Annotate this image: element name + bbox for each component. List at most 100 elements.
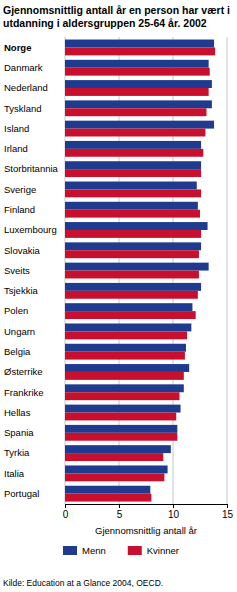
- category-label: Luxembourg: [4, 224, 57, 235]
- x-axis: 0 5 10 15: [63, 504, 234, 520]
- bar: [65, 323, 191, 331]
- category-label: Sverige: [4, 184, 36, 195]
- bar: [65, 352, 185, 360]
- bar: [65, 465, 168, 473]
- category-label: Tyskland: [4, 103, 42, 114]
- category-label: Ungarn: [4, 326, 35, 337]
- bar: [65, 68, 210, 76]
- category-label: Tsjekkia: [4, 285, 39, 296]
- category-label: Irland: [4, 143, 28, 154]
- bar: [65, 88, 209, 96]
- category-label: Belgia: [4, 346, 31, 357]
- category-label: Nederland: [4, 82, 48, 93]
- category-label: Frankrike: [4, 387, 44, 398]
- category-label: Østerrike: [4, 366, 43, 377]
- category-label: Polen: [4, 305, 28, 316]
- bar: [65, 291, 198, 299]
- bar: [65, 283, 201, 291]
- plot: Norge Danmark Nederland Tyskland Island Irlan…: [4, 37, 233, 520]
- bar: [65, 230, 201, 238]
- tick-mark: [65, 504, 66, 508]
- bar: [65, 473, 164, 481]
- bar: [65, 311, 196, 319]
- bar: [65, 149, 203, 157]
- bar: [65, 303, 192, 311]
- tick-label: 5: [117, 509, 123, 520]
- category-label: Hellas: [4, 407, 31, 418]
- bar: [65, 445, 171, 453]
- legend-label: Menn: [82, 545, 106, 556]
- bar: [65, 413, 176, 421]
- bar: [65, 60, 209, 68]
- bar: [65, 40, 214, 48]
- title: Gjennomsnittlig antall år en person har …: [3, 4, 230, 29]
- series: [65, 40, 214, 494]
- bar: [65, 80, 212, 88]
- bar: [65, 47, 215, 55]
- tick-mark: [227, 504, 228, 508]
- bar: [65, 271, 199, 279]
- category-label: Danmark: [4, 62, 43, 73]
- category-label: Island: [4, 123, 29, 134]
- category-label: Tyrkia: [4, 447, 30, 458]
- tick: 0: [63, 504, 69, 520]
- category-label: Norge: [4, 42, 31, 53]
- bar: [65, 392, 179, 400]
- bar: [65, 242, 201, 250]
- bar: [65, 182, 197, 190]
- category-label: Spania: [4, 427, 34, 438]
- bar: [65, 222, 208, 230]
- y-axis: Norge Danmark Nederland Tyskland Island Irlan…: [4, 42, 59, 499]
- bar: [65, 210, 200, 218]
- category-label: Storbritannia: [4, 163, 59, 174]
- axis-line: [66, 505, 228, 509]
- bar: [65, 331, 187, 339]
- tick-label: 10: [168, 509, 180, 520]
- bar: [65, 433, 177, 441]
- bar: [65, 425, 177, 433]
- bar: [65, 486, 150, 494]
- bar: [65, 384, 184, 392]
- tick-mark: [119, 504, 120, 508]
- legend-label: Kvinner: [147, 545, 179, 556]
- bar: [65, 250, 199, 258]
- bar: [65, 169, 201, 177]
- category-label: Finland: [4, 204, 35, 215]
- bar: [65, 202, 198, 210]
- bar: [65, 121, 214, 129]
- grid: [65, 37, 227, 504]
- bar: [65, 405, 181, 413]
- axis-title: Gjennomsnittlig antall år: [95, 525, 197, 536]
- tick-label: 0: [63, 509, 69, 520]
- bar: [65, 108, 206, 116]
- tick: 5: [117, 504, 123, 520]
- category-label: Sveits: [4, 265, 30, 276]
- bar: [65, 100, 212, 108]
- bar: [65, 141, 201, 149]
- bar: [65, 189, 201, 197]
- bar: [65, 161, 201, 169]
- tick-mark: [173, 504, 174, 508]
- tick-label: 15: [222, 509, 234, 520]
- bars: [65, 40, 215, 502]
- series: [65, 47, 215, 501]
- category-label: Slovakia: [4, 245, 41, 256]
- bar: [65, 344, 186, 352]
- legend-item: Kvinner: [128, 545, 179, 556]
- category-label: Portugal: [4, 488, 39, 499]
- chart: Gjennomsnittlig antall år en person har …: [0, 0, 237, 592]
- bar: [65, 263, 209, 271]
- tick: 15: [222, 504, 234, 520]
- bar: [65, 494, 151, 502]
- bar: [65, 372, 184, 380]
- legend-swatch: [63, 546, 77, 555]
- tick: 10: [168, 504, 180, 520]
- category-label: Italia: [4, 468, 25, 479]
- legend-item: Menn: [63, 545, 106, 556]
- source: Kilde: Education at a Glance 2004, OECD.: [3, 578, 163, 588]
- legend-swatch: [128, 546, 142, 555]
- grid-line: [227, 37, 228, 504]
- bar: [65, 453, 163, 461]
- bar: [65, 129, 205, 137]
- bar: [65, 364, 189, 372]
